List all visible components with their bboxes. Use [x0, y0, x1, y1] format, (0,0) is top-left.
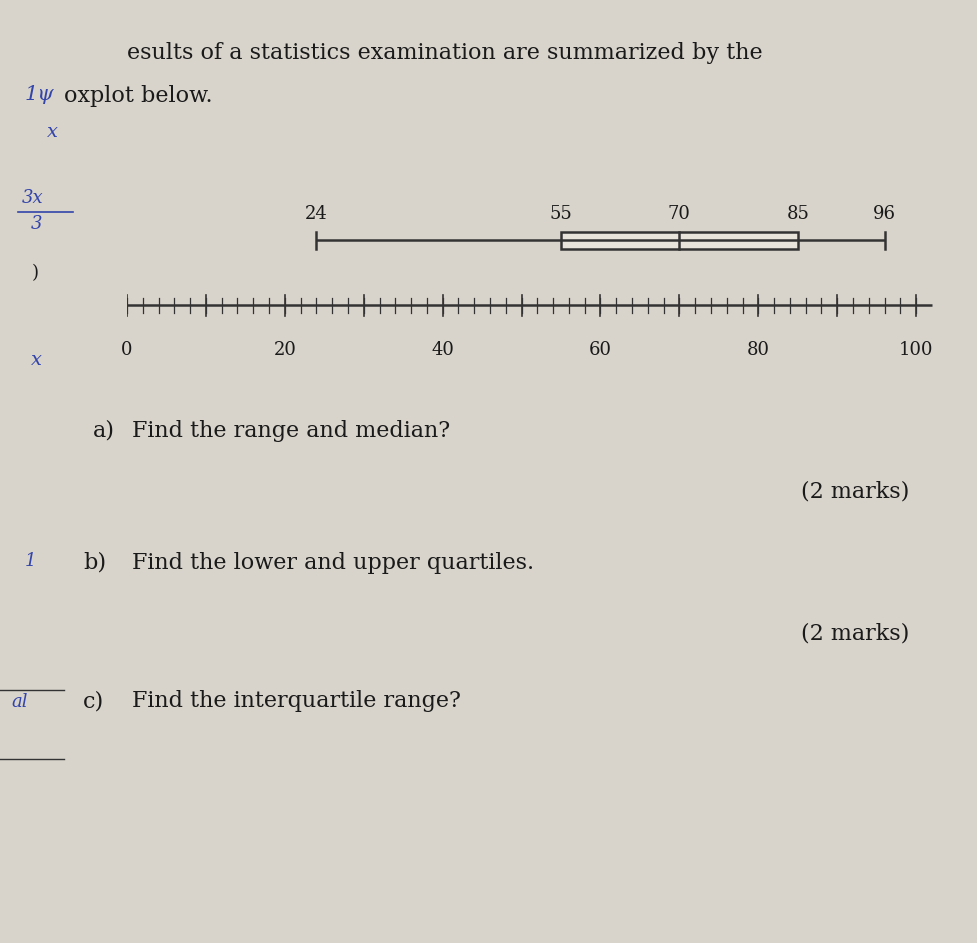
Text: 80: 80	[746, 340, 770, 358]
Text: 100: 100	[899, 340, 933, 358]
Text: a): a)	[93, 420, 115, 441]
Text: 70: 70	[668, 206, 691, 223]
Text: x: x	[47, 123, 58, 141]
Text: Find the range and median?: Find the range and median?	[132, 420, 450, 441]
Text: 40: 40	[431, 340, 454, 358]
Text: 55: 55	[550, 206, 573, 223]
Text: 3: 3	[31, 215, 43, 233]
Bar	[561, 232, 798, 249]
Text: 3x: 3x	[21, 189, 43, 207]
Text: esults of a statistics examination are summarized by the: esults of a statistics examination are s…	[127, 42, 763, 64]
Text: oxplot below.: oxplot below.	[64, 85, 212, 107]
Text: 0: 0	[121, 340, 133, 358]
Text: b): b)	[83, 552, 106, 573]
Text: 85: 85	[786, 206, 809, 223]
Text: x: x	[31, 351, 42, 369]
Text: ): )	[31, 264, 38, 282]
Text: Find the lower and upper quartiles.: Find the lower and upper quartiles.	[132, 552, 534, 573]
Text: 24: 24	[305, 206, 327, 223]
Text: 20: 20	[274, 340, 296, 358]
Text: (2 marks): (2 marks)	[801, 622, 910, 644]
Text: (2 marks): (2 marks)	[801, 481, 910, 503]
Text: 1: 1	[24, 552, 36, 570]
Text: al: al	[12, 693, 28, 711]
Text: Find the interquartile range?: Find the interquartile range?	[132, 690, 461, 712]
Text: 96: 96	[873, 206, 896, 223]
Text: 1ψ: 1ψ	[24, 85, 54, 104]
Text: c): c)	[83, 690, 105, 712]
Text: 60: 60	[589, 340, 612, 358]
